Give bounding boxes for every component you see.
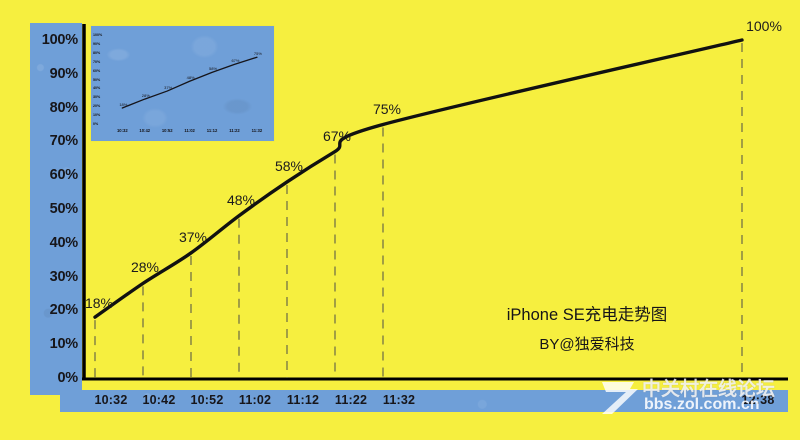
inset-data-point-label: 67%	[231, 58, 240, 64]
inset-y-tick-label: 30%	[93, 95, 101, 100]
y-axis-tick-label: 70%	[49, 133, 79, 150]
x-axis-tick-label: 11:22	[334, 393, 368, 407]
x-axis-tick-label: 10:52	[190, 393, 224, 407]
data-point-label: 100%	[746, 18, 782, 34]
inset-y-tick-label: 20%	[93, 104, 101, 109]
inset-y-tick-label: 80%	[93, 50, 101, 55]
y-axis-tick-label: 80%	[49, 99, 79, 116]
battery-charge-curve	[93, 38, 744, 319]
inset-y-tick-label: 50%	[93, 77, 101, 82]
inset-charge-curve	[121, 56, 258, 109]
inset-y-tick-label: 10%	[93, 113, 101, 118]
inset-x-tick-label: 11:32	[251, 128, 263, 133]
y-axis-tick-label: 40%	[49, 234, 79, 251]
inset-data-point-label: 28%	[141, 93, 150, 99]
y-axis-tick-label: 0%	[57, 370, 78, 386]
data-point-label: 37%	[178, 228, 208, 245]
inset-data-point-label: 48%	[186, 75, 195, 81]
inset-x-tick-label: 10:52	[161, 128, 173, 133]
y-axis-tick-label: 30%	[49, 268, 79, 285]
data-point-label: 75%	[372, 100, 402, 117]
inset-data-point-label: 18%	[119, 101, 128, 107]
y-axis-tick-label: 50%	[49, 201, 79, 217]
data-point-label: 67%	[322, 127, 352, 144]
inset-x-tick-label: 11:22	[229, 128, 240, 133]
inset-y-tick-label: 100%	[93, 33, 103, 37]
inset-y-tick-label: 70%	[93, 59, 101, 64]
data-point-label: 58%	[274, 157, 304, 174]
inset-data-point-label: 75%	[253, 51, 262, 57]
x-axis-tick-label: 11:32	[382, 393, 416, 407]
x-axis-tick-label: 10:42	[142, 393, 176, 407]
data-point-label: 48%	[226, 191, 256, 208]
data-point-label: 28%	[130, 259, 160, 276]
inset-plot-area	[121, 56, 258, 109]
inset-y-tick-label: 60%	[93, 68, 101, 73]
x-axis-tick-label: 11:12	[286, 393, 320, 407]
inset-data-point-label: 37%	[164, 85, 173, 91]
inset-data-point-label: 58%	[209, 66, 218, 72]
chart-title: iPhone SE充电走势图	[506, 306, 668, 324]
inset-mini-chart: 100% 90% 80% 70% 60% 50% 40% 30% 20% 10% 0% 10:32 10…	[90, 25, 275, 142]
y-axis-tick-label: 10%	[49, 336, 79, 353]
inset-y-tick-label: 90%	[93, 41, 101, 46]
data-point-label: 18%	[84, 295, 114, 312]
x-axis-tick-label: 10:32	[94, 393, 128, 407]
inset-x-tick-label: 11:02	[184, 128, 195, 133]
x-axis-tick-label: 11:02	[238, 393, 272, 407]
x-axis-tick-label: 12:38	[741, 393, 775, 407]
inset-y-tick-label: 0%	[93, 122, 99, 126]
inset-y-tick-label: 40%	[93, 86, 101, 91]
inset-x-tick-label: 11:12	[206, 128, 218, 133]
inset-x-tick-label: 10:42	[139, 128, 151, 133]
y-axis-tick-label: 100%	[41, 32, 78, 48]
y-axis-tick-label: 20%	[49, 302, 79, 319]
inset-x-tick-label: 10:32	[116, 128, 128, 133]
y-axis-tick-label: 90%	[49, 65, 79, 82]
chart-subtitle: BY@独爱科技	[539, 336, 635, 353]
y-axis-label-band: 100% 90% 80% 70% 60% 50% 40% 30% 20% 10% 0%	[30, 23, 82, 395]
y-axis-tick-label: 60%	[49, 167, 79, 184]
